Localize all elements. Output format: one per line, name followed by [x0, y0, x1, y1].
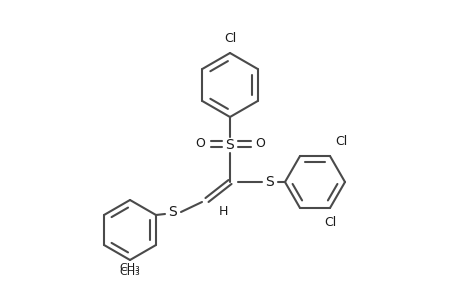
- Text: CH₃: CH₃: [119, 263, 140, 273]
- Text: S: S: [168, 205, 177, 219]
- Text: O: O: [195, 136, 205, 149]
- Text: Cl: Cl: [323, 216, 336, 229]
- Text: H: H: [218, 205, 228, 218]
- Text: CH₃: CH₃: [119, 267, 140, 277]
- Text: Cl: Cl: [334, 135, 347, 148]
- Text: O: O: [254, 136, 264, 149]
- Text: S: S: [265, 175, 274, 189]
- Text: Cl: Cl: [224, 32, 235, 45]
- Text: S: S: [225, 138, 234, 152]
